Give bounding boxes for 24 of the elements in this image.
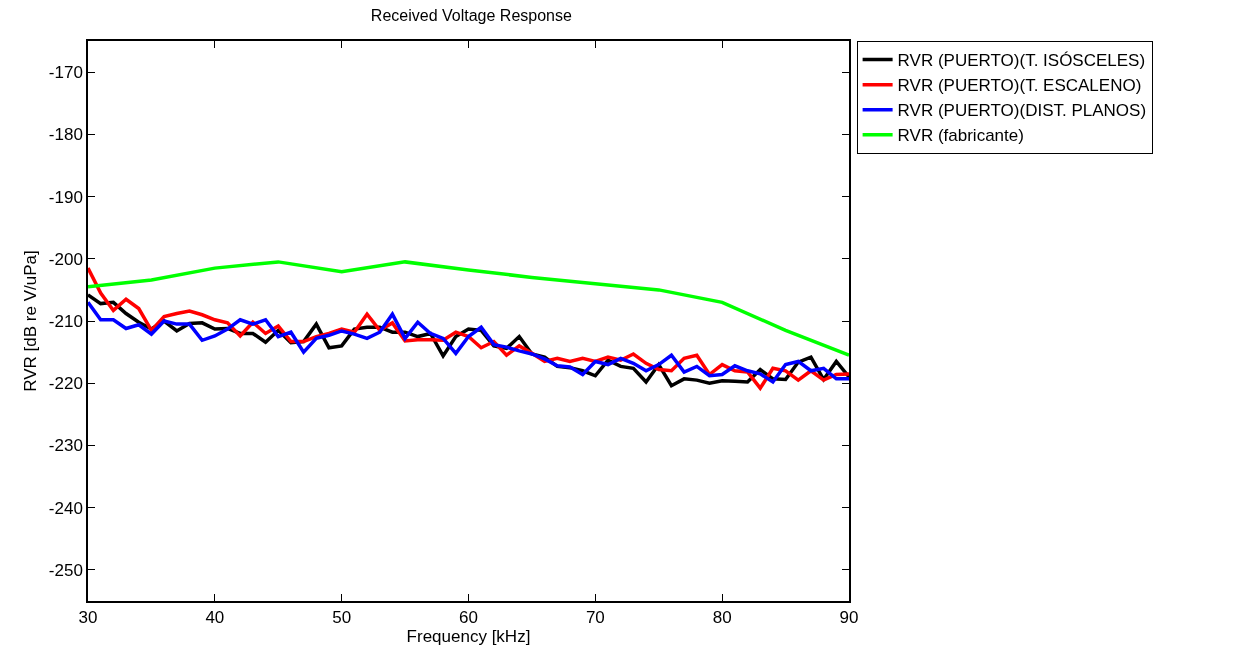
- line-series: [88, 260, 849, 357]
- legend-label: RVR (fabricante): [897, 126, 1024, 146]
- x-tick-label: 40: [205, 608, 225, 628]
- y-tick-label: -240: [48, 498, 83, 518]
- x-tick-label: 90: [839, 608, 859, 628]
- x-tick-label: 50: [332, 608, 352, 628]
- chart-title: Received Voltage Response: [370, 7, 572, 25]
- x-tick-label: 80: [712, 608, 732, 628]
- y-tick-label: -190: [48, 187, 83, 207]
- y-tick-label: -230: [48, 436, 83, 456]
- legend-label: RVR (PUERTO)(T. ESCALENO): [897, 76, 1142, 96]
- legend-label: RVR (PUERTO)(DIST. PLANOS): [897, 101, 1147, 121]
- y-tick-label: -250: [48, 560, 83, 580]
- x-axis-title: Frequency [kHz]: [406, 627, 531, 647]
- y-tick-label: -200: [48, 249, 83, 269]
- y-tick-label: -220: [48, 374, 83, 394]
- y-tick-label: -170: [48, 63, 83, 83]
- y-tick-label: -210: [48, 311, 83, 331]
- x-tick-label: 60: [459, 608, 478, 628]
- x-tick-label: 30: [78, 608, 98, 628]
- y-tick-label: -180: [48, 125, 83, 145]
- legend-label: RVR (PUERTO)(T. ISÓSCELES): [897, 51, 1146, 71]
- y-axis-title: RVR [dB re V/uPa]: [20, 250, 40, 392]
- x-tick-label: 70: [585, 608, 605, 628]
